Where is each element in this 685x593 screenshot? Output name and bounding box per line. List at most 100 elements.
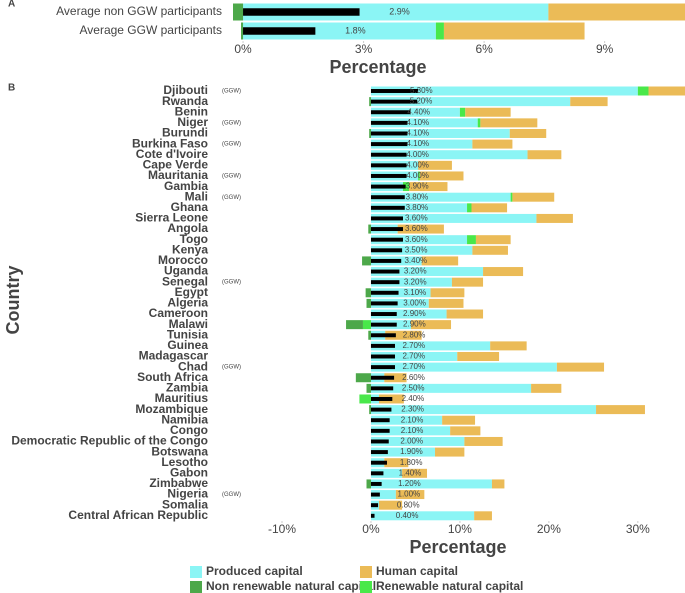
bar-segment	[370, 213, 537, 223]
total-bar	[370, 227, 403, 232]
ggw-tag: (GGW)	[222, 174, 241, 180]
bar-segment	[346, 320, 363, 330]
total-label: 5.30%	[410, 86, 433, 95]
bar-segment	[370, 97, 571, 107]
bar-segment	[370, 118, 478, 128]
ggw-tag: (GGW)	[222, 365, 241, 371]
category-label: Mauritius	[155, 391, 209, 405]
bar-segment	[359, 394, 371, 404]
bar-segment	[370, 107, 460, 117]
total-bar	[370, 428, 390, 433]
bar-segment	[370, 468, 403, 478]
category-label: Guinea	[167, 338, 208, 352]
total-bar	[370, 248, 403, 253]
category-label: Sierra Leone	[135, 211, 208, 225]
legend-label: Non renewable natural capital	[206, 579, 376, 593]
total-bar	[370, 375, 395, 380]
total-bar	[370, 152, 407, 157]
panel-label: A	[8, 0, 15, 10]
bar-segment	[370, 309, 447, 319]
category-label: Togo	[180, 232, 208, 246]
total-bar	[370, 173, 407, 178]
total-label: 2.60%	[402, 373, 425, 382]
legend-swatch	[360, 581, 372, 593]
bar-segment	[637, 86, 649, 96]
category-label: Botswana	[151, 444, 208, 458]
total-label: 2.10%	[401, 415, 424, 424]
bar-segment	[474, 511, 492, 521]
bar-segment	[421, 256, 459, 266]
total-label: 0.80%	[397, 500, 420, 509]
bar-segment	[243, 3, 549, 21]
bar-segment	[370, 362, 557, 372]
bar-segment	[384, 373, 407, 383]
total-bar	[370, 386, 394, 391]
category-label: Benin	[175, 104, 208, 118]
category-label: Kenya	[172, 242, 208, 256]
bar-segment	[556, 362, 605, 372]
category-label: Burundi	[162, 126, 208, 140]
total-bar	[370, 216, 403, 221]
category-label: Chad	[178, 359, 208, 373]
total-label: 2.10%	[401, 426, 424, 435]
total-label: 1.90%	[400, 447, 423, 456]
bar-segment	[370, 383, 532, 393]
bar-segment	[459, 107, 466, 117]
bar-segment	[435, 447, 465, 457]
bar-segment	[370, 426, 451, 436]
bar-segment	[409, 182, 448, 192]
total-label: 3.50%	[405, 245, 428, 254]
total-bar	[370, 503, 379, 508]
total-label: 3.00%	[403, 299, 426, 308]
total-label: 3.90%	[406, 182, 429, 191]
bar-segment	[370, 479, 492, 489]
total-label: 4.10%	[406, 129, 429, 138]
bar-segment	[491, 479, 505, 489]
bar-segment	[370, 139, 473, 149]
bar-segment	[366, 479, 371, 489]
bar-segment	[512, 192, 555, 202]
category-label: Egypt	[175, 285, 208, 299]
total-bar	[370, 354, 395, 359]
category-label: Tunisia	[167, 327, 208, 341]
bar-segment	[457, 352, 500, 361]
bar-segment	[370, 436, 465, 446]
bar-segment	[362, 256, 371, 266]
total-bar	[370, 163, 407, 168]
category-label: Cameroon	[149, 306, 208, 320]
category-label: Malawi	[169, 317, 208, 331]
total-label: 4.00%	[406, 150, 429, 159]
ggw-tag: (GGW)	[222, 195, 241, 201]
bar-segment	[451, 277, 484, 287]
bar-segment	[467, 235, 476, 245]
total-bar	[370, 258, 402, 263]
bar-segment	[369, 405, 371, 415]
bar-segment	[362, 320, 371, 330]
total-label: 2.90%	[403, 309, 426, 318]
bar-segment	[465, 107, 511, 117]
bar-segment	[370, 298, 429, 308]
total-label: 2.50%	[402, 383, 425, 392]
y-axis-label: Country	[3, 266, 23, 335]
category-label: Madagascar	[139, 349, 209, 363]
ggw-tag: (GGW)	[222, 492, 241, 498]
bar-segment	[369, 128, 371, 138]
total-bar	[370, 481, 382, 486]
bar-segment	[527, 150, 562, 160]
bar-segment	[370, 447, 436, 457]
total-bar	[370, 513, 375, 518]
total-label: 4.00%	[406, 171, 429, 180]
total-label: 2.70%	[402, 352, 425, 361]
legend-swatch	[190, 581, 202, 593]
bar-segment	[402, 182, 410, 192]
bar-segment	[241, 22, 244, 40]
category-label: Nigeria	[167, 487, 208, 501]
category-label: Gambia	[164, 179, 208, 193]
bar-segment	[509, 128, 547, 138]
bar-segment	[370, 235, 468, 245]
bar-segment	[368, 330, 371, 340]
bar-segment	[370, 490, 396, 500]
bar-segment	[397, 224, 444, 234]
category-label: Democratic Republic of the Congo	[11, 434, 208, 448]
ggw-tag: (GGW)	[222, 89, 241, 95]
